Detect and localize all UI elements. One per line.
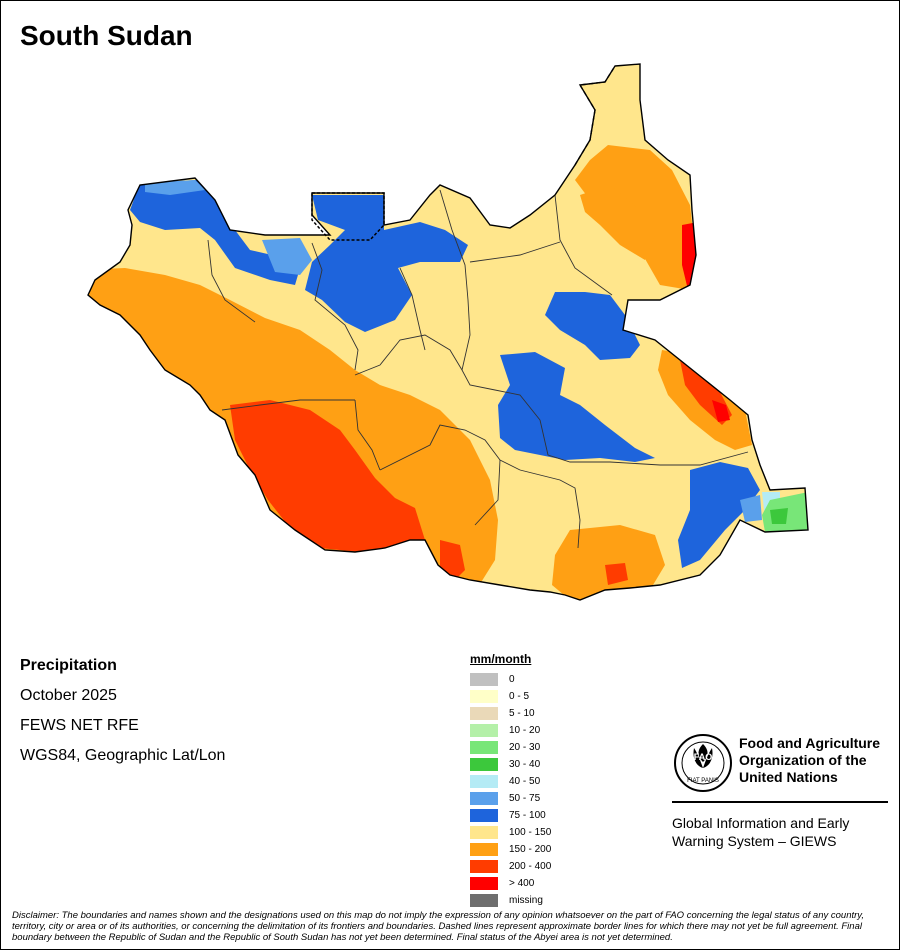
fao-branding: FAO FIAT PANIS Food and Agriculture Orga… <box>672 732 888 849</box>
legend-swatch <box>470 843 498 856</box>
svg-text:FIAT PANIS: FIAT PANIS <box>687 778 719 784</box>
map-variable: Precipitation <box>20 657 117 674</box>
giews-line-2: Warning System – GIEWS <box>672 833 837 849</box>
zone-200-400-southwest <box>230 400 425 552</box>
legend-label: 30 - 40 <box>509 759 541 770</box>
legend-item: 0 <box>470 671 620 688</box>
fao-name: Food and Agriculture Organization of the… <box>739 735 880 786</box>
legend-item: 150 - 200 <box>470 841 620 858</box>
legend-swatch <box>470 894 498 907</box>
legend-label: 75 - 100 <box>509 810 546 821</box>
divider <box>672 801 888 803</box>
giews-line-1: Global Information and Early <box>672 815 850 831</box>
legend-label: > 400 <box>509 878 535 889</box>
disputed-border <box>574 65 616 166</box>
zone-over-400-east <box>712 400 730 422</box>
legend: mm/month 0 0 - 5 5 - 10 10 - 20 20 - 30 30 - … <box>470 652 620 909</box>
zone-75-100-southeast <box>678 462 760 568</box>
legend-label: 0 <box>509 674 515 685</box>
zone-50-75-northwest <box>145 180 205 195</box>
map-projection: WGS84, Geographic Lat/Lon <box>20 747 226 764</box>
legend-swatch <box>470 758 498 771</box>
legend-label: 20 - 30 <box>509 742 541 753</box>
legend-swatch <box>470 707 498 720</box>
giews-name: Global Information and Early Warning Sys… <box>672 814 888 850</box>
disclaimer: Disclaimer: The boundaries and names sho… <box>12 910 864 943</box>
zone-200-400-southeast <box>605 563 628 585</box>
zone-200-400-south <box>440 540 465 580</box>
legend-item: 200 - 400 <box>470 858 620 875</box>
fao-logo-icon: FAO FIAT PANIS <box>674 734 732 792</box>
legend-swatch <box>470 673 498 686</box>
legend-label: 5 - 10 <box>509 708 535 719</box>
legend-item: missing <box>470 892 620 909</box>
legend-label: missing <box>509 895 543 906</box>
zone-75-100-central-east <box>545 292 640 360</box>
zone-150-200-northeast-2 <box>580 185 655 260</box>
legend-label: 150 - 200 <box>509 844 552 855</box>
legend-label: 10 - 20 <box>509 725 541 736</box>
legend-label: 40 - 50 <box>509 776 541 787</box>
fao-name-line-1: Food and Agriculture <box>739 735 881 751</box>
legend-item: 0 - 5 <box>470 688 620 705</box>
precipitation-raster <box>88 64 808 600</box>
map-period: October 2025 <box>20 687 117 704</box>
legend-item: 75 - 100 <box>470 807 620 824</box>
legend-item: 100 - 150 <box>470 824 620 841</box>
legend-swatch <box>470 690 498 703</box>
legend-swatch <box>470 792 498 805</box>
svg-text:FAO: FAO <box>694 752 713 762</box>
zone-75-100-northwest <box>130 180 300 285</box>
state-boundaries <box>207 189 749 549</box>
legend-label: 0 - 5 <box>509 691 530 702</box>
country-boundary <box>87 63 809 601</box>
legend-swatch <box>470 809 498 822</box>
zone-30-40-southeast <box>770 508 788 524</box>
legend-swatch <box>470 741 498 754</box>
fao-name-line-3: United Nations <box>739 769 838 785</box>
map-source: FEWS NET RFE <box>20 717 139 734</box>
legend-item: 5 - 10 <box>470 705 620 722</box>
legend-item: 20 - 30 <box>470 739 620 756</box>
legend-swatch <box>470 877 498 890</box>
legend-swatch <box>470 860 498 873</box>
legend-swatch <box>470 724 498 737</box>
legend-item: 10 - 20 <box>470 722 620 739</box>
legend-label: 50 - 75 <box>509 793 541 804</box>
zone-50-75-southeast <box>740 495 762 522</box>
zone-50-75-north <box>262 238 312 275</box>
legend-item: 50 - 75 <box>470 790 620 807</box>
legend-label: 200 - 400 <box>509 861 552 872</box>
legend-item: 30 - 40 <box>470 756 620 773</box>
zone-75-100-central <box>498 352 655 462</box>
zone-150-200-southeast <box>552 525 665 600</box>
legend-label: 100 - 150 <box>509 827 552 838</box>
legend-swatch <box>470 826 498 839</box>
legend-item: 40 - 50 <box>470 773 620 790</box>
legend-title: mm/month <box>470 652 532 666</box>
map-title: South Sudan <box>20 20 193 51</box>
legend-items: 0 0 - 5 5 - 10 10 - 20 20 - 30 30 - 40 40 - 50… <box>470 671 620 909</box>
zone-75-100-north <box>305 195 468 332</box>
legend-item: > 400 <box>470 875 620 892</box>
fao-name-line-2: Organization of the <box>739 752 867 768</box>
precipitation-map <box>87 63 809 601</box>
legend-swatch <box>470 775 498 788</box>
